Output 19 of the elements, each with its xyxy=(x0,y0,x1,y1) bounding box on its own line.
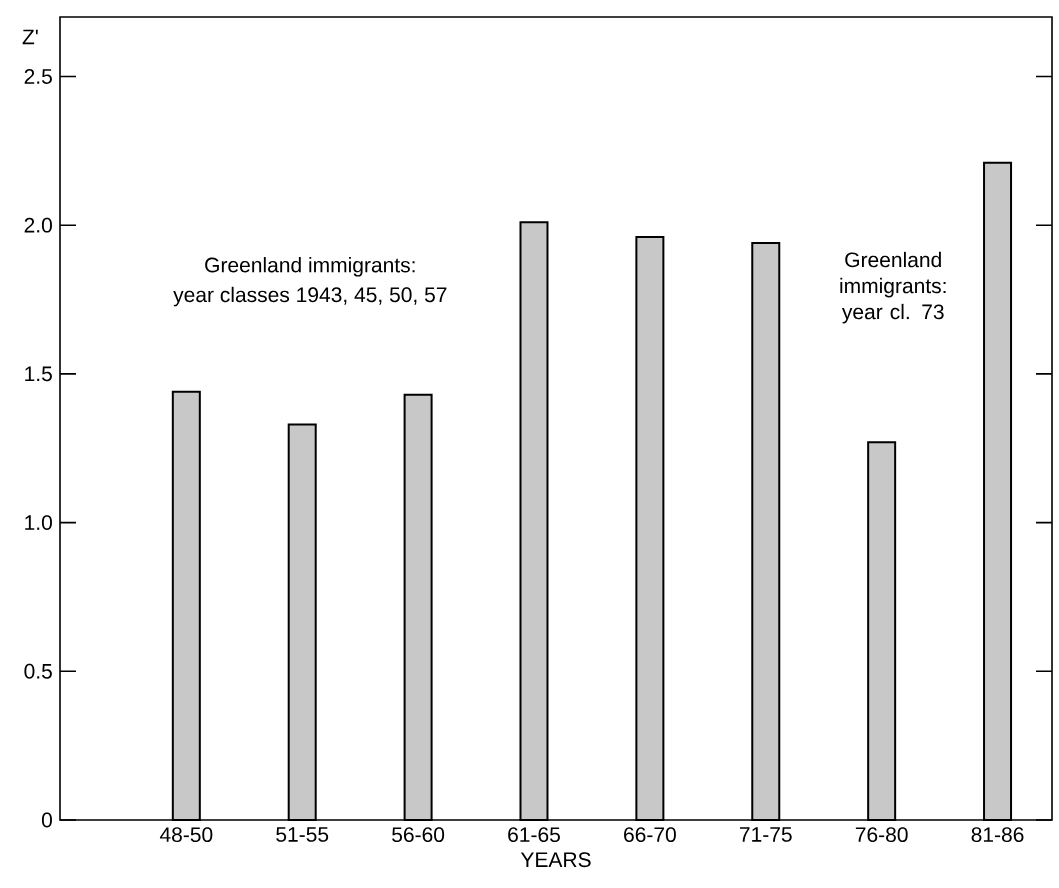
y-tick-label: 2.0 xyxy=(24,217,52,233)
y-tick-label: 2.5 xyxy=(24,69,52,84)
x-tick-label: 66-70 xyxy=(624,827,676,843)
y-tick-label: 1.0 xyxy=(25,515,52,531)
x-tick-label: 51-55 xyxy=(276,827,329,842)
annotation: year classes 1943, 45, 50, 57 xyxy=(173,286,447,307)
x-tick-label: 71-75 xyxy=(739,827,792,842)
annotation: Greenland immigrants: xyxy=(205,257,415,277)
y-axis-title: Z' xyxy=(22,29,38,45)
annotation: Greenland immigrants: year cl. 73 xyxy=(840,251,946,324)
x-tick-label: 56-60 xyxy=(392,827,445,843)
x-tick-label: 81-86 xyxy=(971,827,1024,843)
x-tick-label: 76-80 xyxy=(855,827,908,843)
y-tick-label: 1.5 xyxy=(25,366,52,382)
y-tick-label: 0.5 xyxy=(24,663,52,679)
x-tick-label: 48-50 xyxy=(159,827,213,843)
x-axis-title: YEARS xyxy=(520,852,591,868)
x-tick-label: 61-65 xyxy=(508,827,560,843)
y-tick-label: 0 xyxy=(41,812,52,828)
